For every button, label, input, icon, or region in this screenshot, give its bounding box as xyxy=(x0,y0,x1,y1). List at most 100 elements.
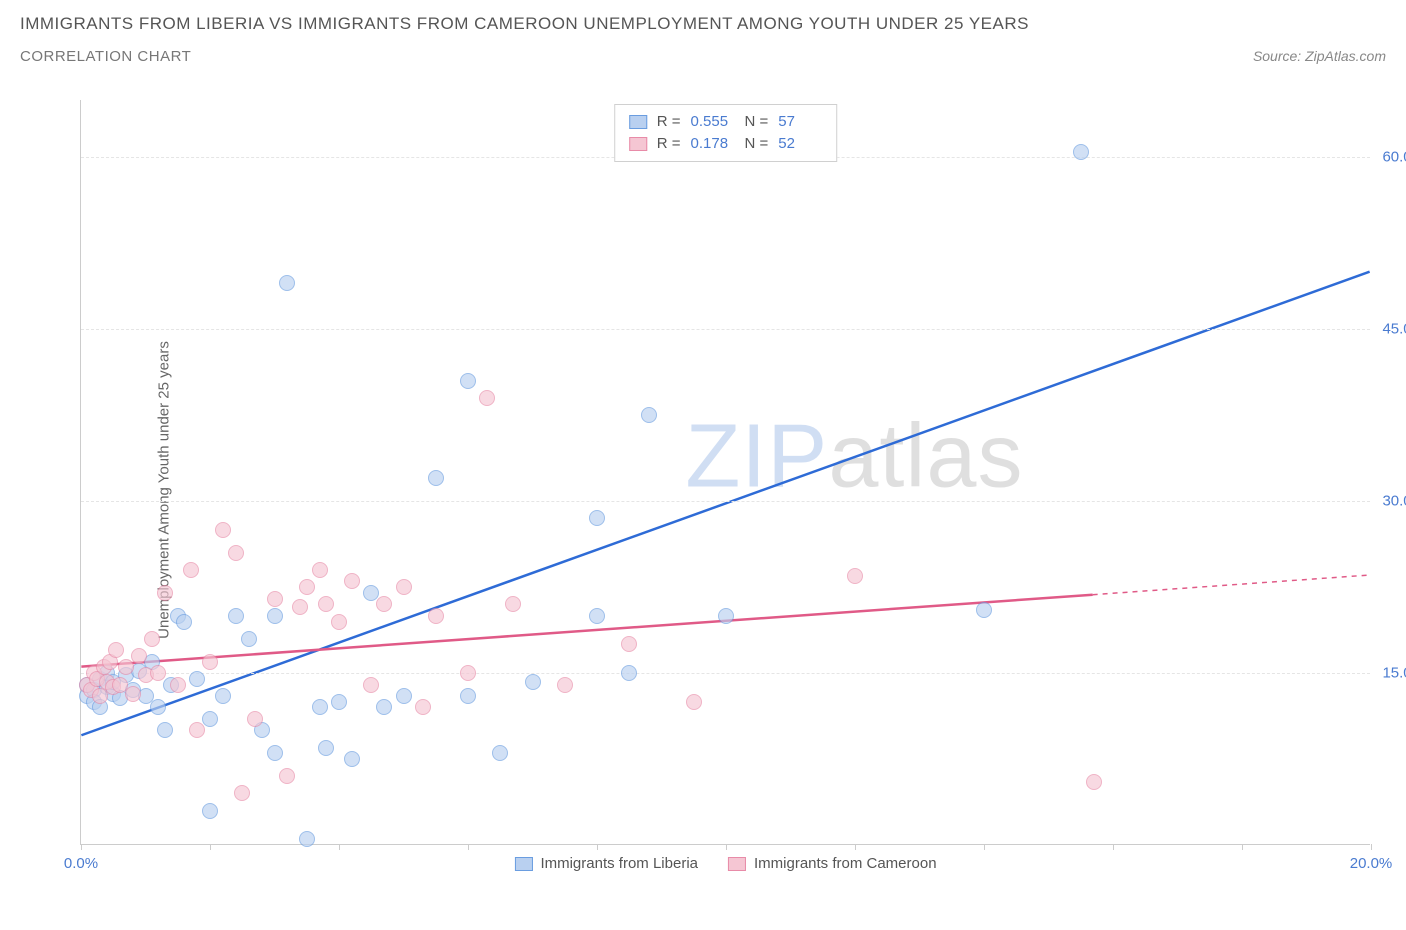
r-label: R = xyxy=(657,111,681,133)
r-label-2: R = xyxy=(657,133,681,155)
watermark: ZIPatlas xyxy=(685,406,1023,509)
swatch-liberia xyxy=(629,115,647,129)
trendline-dashed xyxy=(1093,575,1370,595)
scatter-point xyxy=(376,596,392,612)
scatter-point xyxy=(344,751,360,767)
legend-correlation-box: R = 0.555 N = 57 R = 0.178 N = 52 xyxy=(614,104,838,162)
scatter-point xyxy=(460,688,476,704)
swatch-liberia-bottom xyxy=(514,857,532,871)
x-tick xyxy=(597,844,598,850)
scatter-point xyxy=(415,699,431,715)
scatter-point xyxy=(492,745,508,761)
scatter-point xyxy=(686,694,702,710)
scatter-point xyxy=(1073,144,1089,160)
scatter-point xyxy=(1086,774,1102,790)
trendline-solid xyxy=(81,595,1092,667)
scatter-point xyxy=(976,602,992,618)
liberia-n-value: 57 xyxy=(778,111,822,133)
subtitle-row: CORRELATION CHART Source: ZipAtlas.com xyxy=(20,48,1386,65)
legend-item-cameroon: Immigrants from Cameroon xyxy=(728,855,937,872)
scatter-point xyxy=(279,275,295,291)
scatter-point xyxy=(460,665,476,681)
gridline xyxy=(81,673,1370,674)
x-tick xyxy=(210,844,211,850)
legend-label-cameroon: Immigrants from Cameroon xyxy=(754,855,937,872)
swatch-cameroon xyxy=(629,137,647,151)
scatter-point xyxy=(108,642,124,658)
scatter-point xyxy=(234,785,250,801)
y-tick-label: 30.0% xyxy=(1382,493,1406,510)
chart-header: IMMIGRANTS FROM LIBERIA VS IMMIGRANTS FR… xyxy=(0,0,1406,71)
scatter-point xyxy=(363,677,379,693)
scatter-point xyxy=(202,803,218,819)
scatter-point xyxy=(621,665,637,681)
legend-row-cameroon: R = 0.178 N = 52 xyxy=(629,133,823,155)
scatter-point xyxy=(189,722,205,738)
cameroon-n-value: 52 xyxy=(778,133,822,155)
x-tick xyxy=(1371,844,1372,850)
chart-title: IMMIGRANTS FROM LIBERIA VS IMMIGRANTS FR… xyxy=(20,14,1386,34)
source-label: Source: ZipAtlas.com xyxy=(1253,48,1386,64)
scatter-point xyxy=(157,722,173,738)
scatter-point xyxy=(428,608,444,624)
x-tick xyxy=(855,844,856,850)
scatter-point xyxy=(847,568,863,584)
chart-subtitle: CORRELATION CHART xyxy=(20,48,191,65)
scatter-point xyxy=(215,522,231,538)
y-tick-label: 45.0% xyxy=(1382,321,1406,338)
scatter-point xyxy=(344,573,360,589)
scatter-point xyxy=(202,654,218,670)
scatter-point xyxy=(641,407,657,423)
scatter-point xyxy=(621,636,637,652)
liberia-r-value: 0.555 xyxy=(691,111,735,133)
scatter-point xyxy=(215,688,231,704)
chart-container: Unemployment Among Youth under 25 years … xyxy=(60,100,1390,880)
scatter-point xyxy=(267,608,283,624)
legend-bottom: Immigrants from Liberia Immigrants from … xyxy=(514,855,936,872)
x-tick xyxy=(468,844,469,850)
scatter-point xyxy=(331,614,347,630)
scatter-point xyxy=(125,686,141,702)
scatter-point xyxy=(183,562,199,578)
scatter-point xyxy=(312,699,328,715)
x-tick-label: 20.0% xyxy=(1350,855,1393,872)
scatter-point xyxy=(505,596,521,612)
x-tick xyxy=(726,844,727,850)
y-tick-label: 60.0% xyxy=(1382,149,1406,166)
legend-item-liberia: Immigrants from Liberia xyxy=(514,855,698,872)
cameroon-r-value: 0.178 xyxy=(691,133,735,155)
scatter-point xyxy=(396,579,412,595)
scatter-point xyxy=(150,665,166,681)
scatter-point xyxy=(312,562,328,578)
scatter-point xyxy=(428,470,444,486)
scatter-point xyxy=(131,648,147,664)
scatter-point xyxy=(331,694,347,710)
scatter-point xyxy=(299,579,315,595)
y-tick-label: 15.0% xyxy=(1382,665,1406,682)
watermark-atlas: atlas xyxy=(828,407,1023,507)
x-tick xyxy=(1242,844,1243,850)
scatter-point xyxy=(279,768,295,784)
x-tick xyxy=(339,844,340,850)
scatter-point xyxy=(525,674,541,690)
scatter-point xyxy=(718,608,734,624)
scatter-point xyxy=(247,711,263,727)
trendline-layer xyxy=(81,100,1370,844)
gridline xyxy=(81,501,1370,502)
x-tick-label: 0.0% xyxy=(64,855,98,872)
scatter-point xyxy=(228,608,244,624)
scatter-point xyxy=(396,688,412,704)
watermark-zip: ZIP xyxy=(685,407,828,507)
scatter-point xyxy=(228,545,244,561)
scatter-point xyxy=(299,831,315,847)
scatter-point xyxy=(557,677,573,693)
scatter-point xyxy=(157,585,173,601)
gridline xyxy=(81,329,1370,330)
scatter-point xyxy=(318,740,334,756)
x-tick xyxy=(1113,844,1114,850)
legend-label-liberia: Immigrants from Liberia xyxy=(540,855,698,872)
scatter-point xyxy=(292,599,308,615)
legend-row-liberia: R = 0.555 N = 57 xyxy=(629,111,823,133)
scatter-point xyxy=(318,596,334,612)
scatter-point xyxy=(267,745,283,761)
